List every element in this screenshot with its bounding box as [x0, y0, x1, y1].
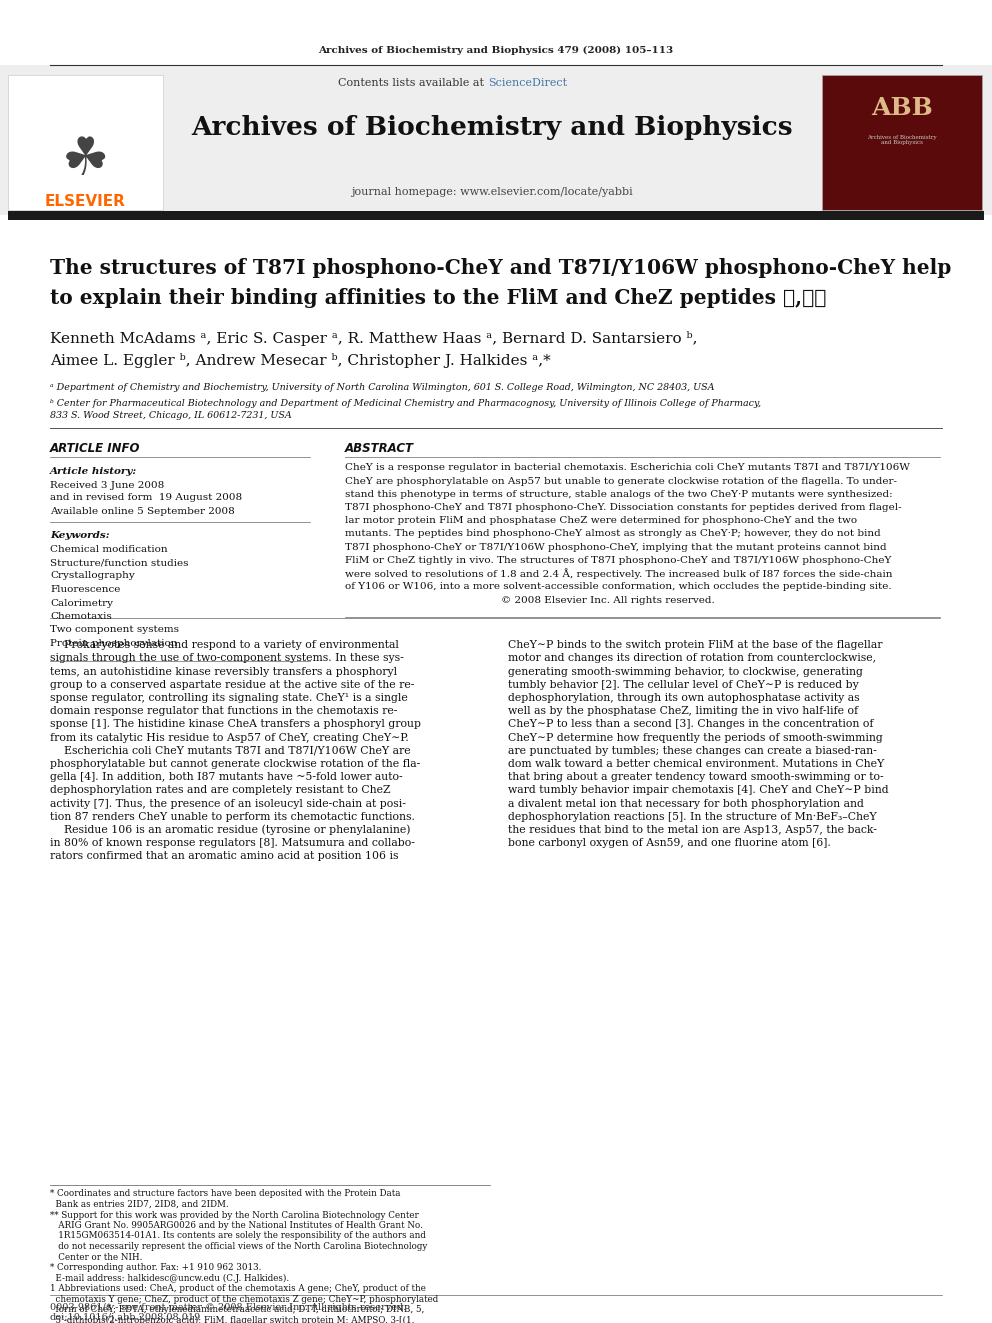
Text: phosphorylatable but cannot generate clockwise rotation of the fla-: phosphorylatable but cannot generate clo… — [50, 759, 421, 769]
Text: 0003-9861/$ - see front matter © 2008 Elsevier Inc. All rights reserved.: 0003-9861/$ - see front matter © 2008 El… — [50, 1303, 407, 1311]
Text: of Y106 or W106, into a more solvent-accessible conformation, which occludes the: of Y106 or W106, into a more solvent-acc… — [345, 582, 892, 591]
Text: FliM or CheZ tightly in vivo. The structures of T87I phosphono-CheY and T87I/Y10: FliM or CheZ tightly in vivo. The struct… — [345, 556, 892, 565]
Text: well as by the phosphatase CheZ, limiting the in vivo half-life of: well as by the phosphatase CheZ, limitin… — [508, 706, 858, 716]
Text: sponse [1]. The histidine kinase CheA transfers a phosphoryl group: sponse [1]. The histidine kinase CheA tr… — [50, 720, 421, 729]
Text: lar motor protein FliM and phosphatase CheZ were determined for phosphono-CheY a: lar motor protein FliM and phosphatase C… — [345, 516, 857, 525]
Text: Bank as entries 2ID7, 2ID8, and 2IDM.: Bank as entries 2ID7, 2ID8, and 2IDM. — [50, 1200, 228, 1209]
Text: ᵇ Center for Pharmaceutical Biotechnology and Department of Medicinal Chemistry : ᵇ Center for Pharmaceutical Biotechnolog… — [50, 398, 761, 407]
Text: Archives of Biochemistry
and Biophysics: Archives of Biochemistry and Biophysics — [867, 135, 936, 146]
Text: ** Support for this work was provided by the North Carolina Biotechnology Center: ** Support for this work was provided by… — [50, 1211, 419, 1220]
Text: Available online 5 September 2008: Available online 5 September 2008 — [50, 507, 235, 516]
Text: CheY are phosphorylatable on Asp57 but unable to generate clockwise rotation of : CheY are phosphorylatable on Asp57 but u… — [345, 476, 897, 486]
Text: Two component systems: Two component systems — [50, 626, 179, 635]
Text: tion 87 renders CheY unable to perform its chemotactic functions.: tion 87 renders CheY unable to perform i… — [50, 812, 415, 822]
Text: chemotaxis Y gene; CheZ, product of the chemotaxis Z gene; CheY~P, phosphorylate: chemotaxis Y gene; CheZ, product of the … — [50, 1294, 438, 1303]
Text: ABSTRACT: ABSTRACT — [345, 442, 414, 455]
Text: * Corresponding author. Fax: +1 910 962 3013.: * Corresponding author. Fax: +1 910 962 … — [50, 1263, 261, 1271]
Text: Crystallography: Crystallography — [50, 572, 135, 581]
Text: do not necessarily represent the official views of the North Carolina Biotechnol: do not necessarily represent the officia… — [50, 1242, 428, 1252]
Text: and in revised form  19 August 2008: and in revised form 19 August 2008 — [50, 493, 242, 503]
Text: from its catalytic His residue to Asp57 of CheY, creating CheY∼P.: from its catalytic His residue to Asp57 … — [50, 733, 409, 742]
Text: journal homepage: www.elsevier.com/locate/yabbi: journal homepage: www.elsevier.com/locat… — [351, 187, 633, 197]
Text: CheY∼P binds to the switch protein FliM at the base of the flagellar: CheY∼P binds to the switch protein FliM … — [508, 640, 883, 650]
Text: Archives of Biochemistry and Biophysics 479 (2008) 105–113: Archives of Biochemistry and Biophysics … — [318, 45, 674, 54]
Text: ABB: ABB — [871, 97, 932, 120]
Text: tumbly behavior [2]. The cellular level of CheY∼P is reduced by: tumbly behavior [2]. The cellular level … — [508, 680, 859, 689]
Text: the residues that bind to the metal ion are Asp13, Asp57, the back-: the residues that bind to the metal ion … — [508, 826, 877, 835]
Text: Calorimetry: Calorimetry — [50, 598, 113, 607]
Text: © 2008 Elsevier Inc. All rights reserved.: © 2008 Elsevier Inc. All rights reserved… — [345, 595, 715, 605]
Bar — [822, 75, 982, 210]
Text: Article history:: Article history: — [50, 467, 137, 475]
Text: bone carbonyl oxygen of Asn59, and one fluorine atom [6].: bone carbonyl oxygen of Asn59, and one f… — [508, 839, 830, 848]
Text: signals through the use of two-component systems. In these sys-: signals through the use of two-component… — [50, 654, 404, 663]
Text: form of CheY; EDTA, ethylenediaminetetraacetic acid; DTT, dithiothreitol; DINB, : form of CheY; EDTA, ethylenediaminetetra… — [50, 1304, 425, 1314]
Text: Center or the NIH.: Center or the NIH. — [50, 1253, 143, 1262]
Text: rators confirmed that an aromatic amino acid at position 106 is: rators confirmed that an aromatic amino … — [50, 852, 399, 861]
Text: Archives of Biochemistry and Biophysics: Archives of Biochemistry and Biophysics — [191, 115, 793, 140]
Bar — [8, 210, 984, 220]
Text: are punctuated by tumbles; these changes can create a biased-ran-: are punctuated by tumbles; these changes… — [508, 746, 877, 755]
Text: Keywords:: Keywords: — [50, 531, 110, 540]
Text: The structures of T87I phosphono-CheY and T87I/Y106W phosphono-CheY help: The structures of T87I phosphono-CheY an… — [50, 258, 951, 278]
Text: T87I phosphono-CheY or T87I/Y106W phosphono-CheY, implying that the mutant prote: T87I phosphono-CheY or T87I/Y106W phosph… — [345, 542, 887, 552]
Text: Residue 106 is an aromatic residue (tyrosine or phenylalanine): Residue 106 is an aromatic residue (tyro… — [50, 824, 411, 835]
Text: Chemotaxis: Chemotaxis — [50, 613, 112, 620]
Text: 5’-dithiobis(2-nitrobenzoic acid); FliM, flagellar switch protein M; AMPSO, 3-[(: 5’-dithiobis(2-nitrobenzoic acid); FliM,… — [50, 1315, 415, 1323]
Text: 833 S. Wood Street, Chicago, IL 60612-7231, USA: 833 S. Wood Street, Chicago, IL 60612-72… — [50, 410, 292, 419]
Text: generating smooth-swimming behavior, to clockwise, generating: generating smooth-swimming behavior, to … — [508, 667, 863, 676]
Bar — [0, 65, 992, 216]
Text: CheY is a response regulator in bacterial chemotaxis. Escherichia coli CheY muta: CheY is a response regulator in bacteria… — [345, 463, 910, 472]
Text: gella [4]. In addition, both I87 mutants have ~5-fold lower auto-: gella [4]. In addition, both I87 mutants… — [50, 773, 403, 782]
Text: Prokaryotes sense and respond to a variety of environmental: Prokaryotes sense and respond to a varie… — [50, 640, 399, 650]
Text: 1 Abbreviations used: CheA, product of the chemotaxis A gene; CheY, product of t: 1 Abbreviations used: CheA, product of t… — [50, 1285, 426, 1293]
Text: were solved to resolutions of 1.8 and 2.4 Å, respectively. The increased bulk of: were solved to resolutions of 1.8 and 2.… — [345, 568, 893, 579]
Text: CheY∼P to less than a second [3]. Changes in the concentration of: CheY∼P to less than a second [3]. Change… — [508, 720, 874, 729]
Text: activity [7]. Thus, the presence of an isoleucyl side-chain at posi-: activity [7]. Thus, the presence of an i… — [50, 799, 406, 808]
Text: Received 3 June 2008: Received 3 June 2008 — [50, 480, 165, 490]
Text: Fluorescence: Fluorescence — [50, 585, 120, 594]
Text: in 80% of known response regulators [8]. Matsumura and collabo-: in 80% of known response regulators [8].… — [50, 839, 415, 848]
Text: T87I phosphono-CheY and T87I phosphono-CheY. Dissociation constants for peptides: T87I phosphono-CheY and T87I phosphono-C… — [345, 503, 902, 512]
Text: Kenneth McAdams ᵃ, Eric S. Casper ᵃ, R. Matthew Haas ᵃ, Bernard D. Santarsiero ᵇ: Kenneth McAdams ᵃ, Eric S. Casper ᵃ, R. … — [50, 331, 697, 345]
Text: dephosphorylation reactions [5]. In the structure of Mn·BeF₃–CheY: dephosphorylation reactions [5]. In the … — [508, 812, 877, 822]
Bar — [168, 75, 818, 210]
Text: domain response regulator that functions in the chemotaxis re-: domain response regulator that functions… — [50, 706, 398, 716]
Text: ᵃ Department of Chemistry and Biochemistry, University of North Carolina Wilming: ᵃ Department of Chemistry and Biochemist… — [50, 384, 714, 393]
Text: tems, an autohistidine kinase reversibly transfers a phosphoryl: tems, an autohistidine kinase reversibly… — [50, 667, 397, 676]
Text: ward tumbly behavior impair chemotaxis [4]. CheY and CheY∼P bind: ward tumbly behavior impair chemotaxis [… — [508, 786, 889, 795]
Text: motor and changes its direction of rotation from counterclockwise,: motor and changes its direction of rotat… — [508, 654, 876, 663]
Text: CheY∼P determine how frequently the periods of smooth-swimming: CheY∼P determine how frequently the peri… — [508, 733, 883, 742]
Text: Structure/function studies: Structure/function studies — [50, 558, 188, 568]
Text: a divalent metal ion that necessary for both phosphorylation and: a divalent metal ion that necessary for … — [508, 799, 864, 808]
Text: ARIG Grant No. 9905ARG0026 and by the National Institutes of Health Grant No.: ARIG Grant No. 9905ARG0026 and by the Na… — [50, 1221, 423, 1230]
Text: Protein phosphorylation: Protein phosphorylation — [50, 639, 178, 648]
Text: ScienceDirect: ScienceDirect — [488, 78, 567, 89]
Text: * Coordinates and structure factors have been deposited with the Protein Data: * Coordinates and structure factors have… — [50, 1189, 401, 1199]
Text: doi:10.1016/j.abb.2008.08.019: doi:10.1016/j.abb.2008.08.019 — [50, 1314, 201, 1323]
Text: ☘: ☘ — [62, 134, 109, 187]
Text: 1R15GM063514-01A1. Its contents are solely the responsibility of the authors and: 1R15GM063514-01A1. Its contents are sole… — [50, 1232, 426, 1241]
Text: mutants. The peptides bind phosphono-CheY almost as strongly as CheY·P; however,: mutants. The peptides bind phosphono-Che… — [345, 529, 881, 538]
Text: stand this phenotype in terms of structure, stable analogs of the two CheY·P mut: stand this phenotype in terms of structu… — [345, 490, 893, 499]
Text: dom walk toward a better chemical environment. Mutations in CheY: dom walk toward a better chemical enviro… — [508, 759, 884, 769]
Text: to explain their binding affinities to the FliM and CheZ peptides ★,★★: to explain their binding affinities to t… — [50, 288, 826, 308]
Text: dephosphorylation, through its own autophosphatase activity as: dephosphorylation, through its own autop… — [508, 693, 860, 703]
Text: sponse regulator, controlling its signaling state. CheY¹ is a single: sponse regulator, controlling its signal… — [50, 693, 408, 703]
Text: dephosphorylation rates and are completely resistant to CheZ: dephosphorylation rates and are complete… — [50, 786, 391, 795]
Text: Chemical modification: Chemical modification — [50, 545, 168, 553]
Text: Aimee L. Eggler ᵇ, Andrew Mesecar ᵇ, Christopher J. Halkides ᵃ,*: Aimee L. Eggler ᵇ, Andrew Mesecar ᵇ, Chr… — [50, 352, 551, 368]
Text: E-mail address: halkidesc@uncw.edu (C.J. Halkides).: E-mail address: halkidesc@uncw.edu (C.J.… — [50, 1274, 289, 1282]
Text: Escherichia coli CheY mutants T87I and T87I/Y106W CheY are: Escherichia coli CheY mutants T87I and T… — [50, 746, 411, 755]
Text: that bring about a greater tendency toward smooth-swimming or to-: that bring about a greater tendency towa… — [508, 773, 884, 782]
Text: group to a conserved aspartate residue at the active site of the re-: group to a conserved aspartate residue a… — [50, 680, 415, 689]
Text: ELSEVIER: ELSEVIER — [45, 194, 125, 209]
Bar — [8, 75, 163, 210]
Text: ARTICLE INFO: ARTICLE INFO — [50, 442, 141, 455]
Text: Contents lists available at: Contents lists available at — [338, 78, 488, 89]
